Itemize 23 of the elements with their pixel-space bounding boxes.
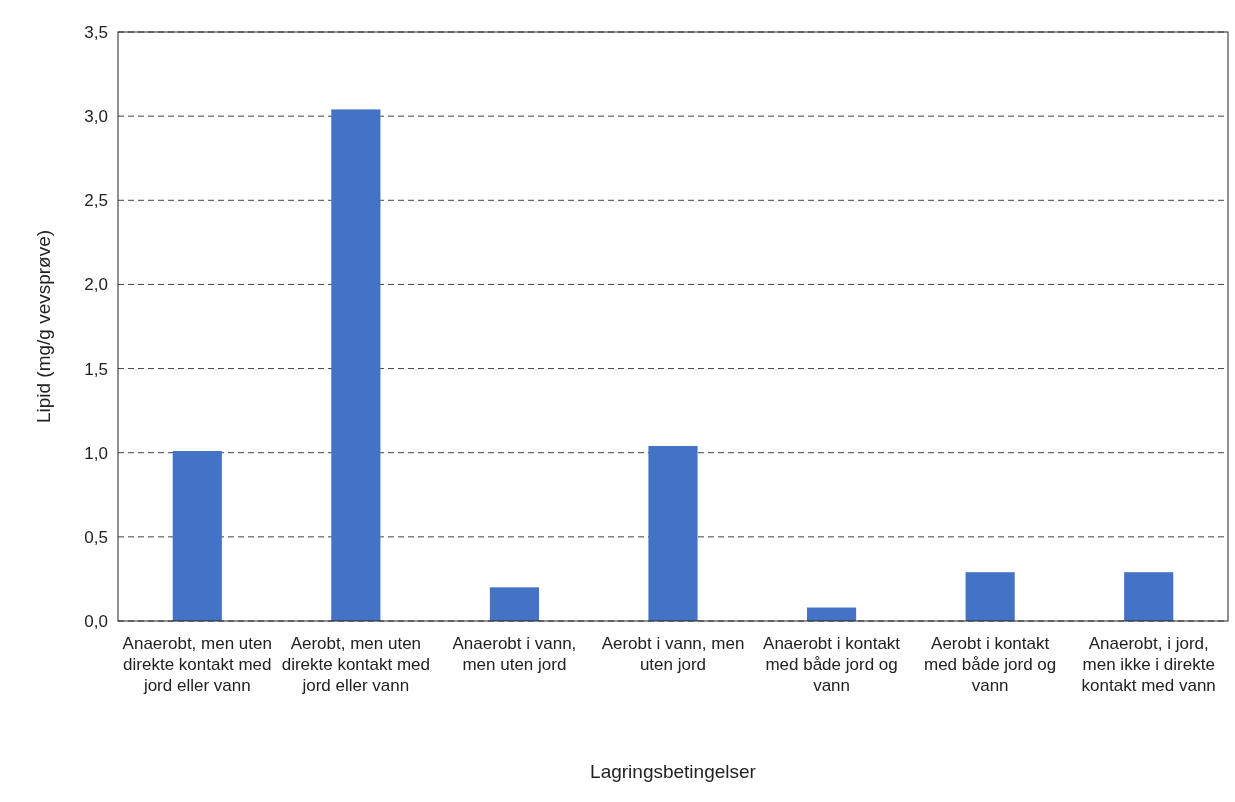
bar bbox=[489, 587, 540, 621]
bar bbox=[1124, 572, 1174, 621]
y-axis-title: Lipid (mg/g vevsprøve) bbox=[33, 229, 54, 424]
x-tick-label: Anaerobt, men uten direkte kontakt med jord eller vann bbox=[122, 633, 272, 696]
y-tick-label: 0,0 bbox=[84, 611, 108, 631]
y-tick-label: 3,0 bbox=[84, 107, 108, 127]
y-tick-label: 1,0 bbox=[84, 443, 108, 463]
y-tick-label: 3,5 bbox=[84, 22, 108, 42]
bar bbox=[648, 445, 698, 621]
bar bbox=[965, 572, 1015, 621]
y-tick-label: 1,5 bbox=[84, 359, 108, 379]
y-tick-label: 2,5 bbox=[84, 191, 108, 211]
x-tick-label: Aerobt i kontakt med både jord og vann bbox=[923, 633, 1057, 696]
x-tick-label: Anaerobt i vann, men uten jord bbox=[452, 633, 577, 674]
bar bbox=[331, 109, 381, 621]
bar bbox=[172, 451, 222, 621]
x-tick-label: Anaerobt i kontakt med både jord og vann bbox=[763, 633, 901, 696]
y-tick-label: 0,5 bbox=[84, 527, 108, 547]
x-axis-title: Lagringsbetingelser bbox=[590, 761, 757, 782]
y-tick-label: 2,0 bbox=[84, 275, 108, 295]
x-tick-label: Aerobt i vann, men uten jord bbox=[601, 633, 745, 674]
x-tick-label: Aerobt, men uten direkte kontakt med jord eller vann bbox=[281, 633, 431, 696]
x-tick-label: Anaerobt, i jord, men ikke i direkte kontakt med vann bbox=[1081, 633, 1216, 696]
